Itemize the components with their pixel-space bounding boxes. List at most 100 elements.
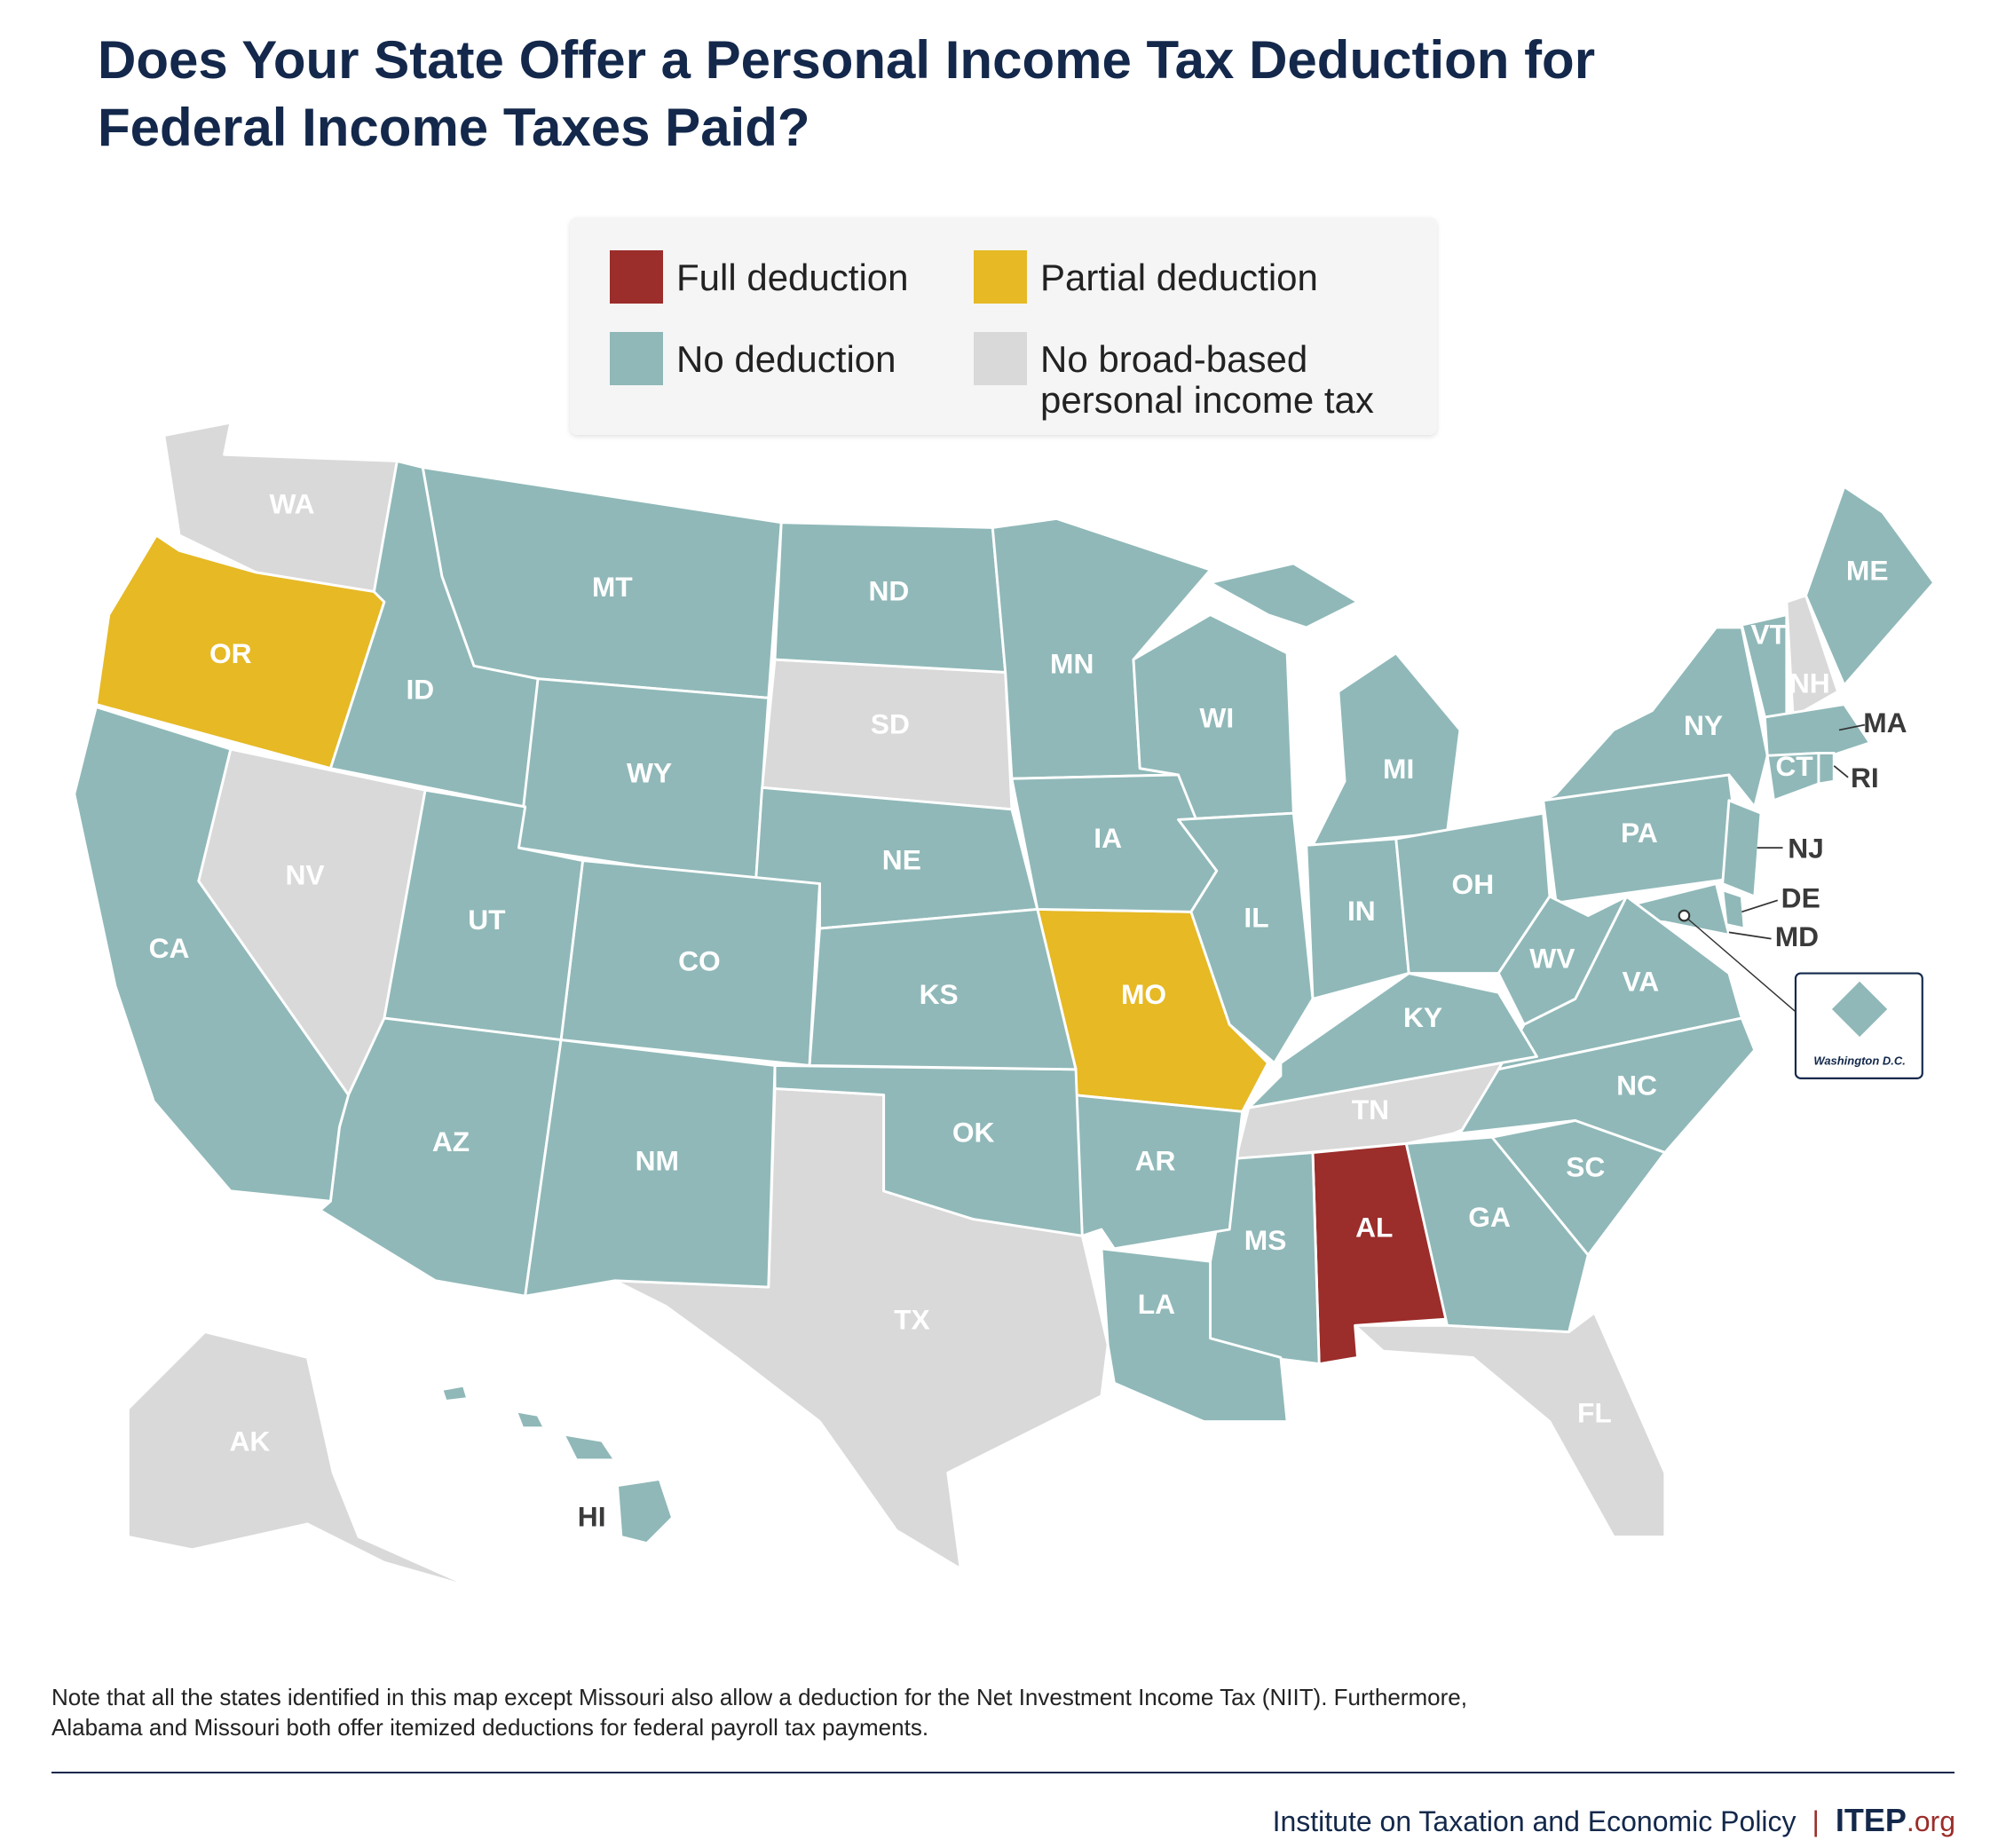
state-label: WY: [627, 756, 672, 788]
state-label: DE: [1781, 882, 1820, 914]
organization: Institute on Taxation and Economic Polic…: [1272, 1805, 1797, 1837]
note: Note that all the states identified in t…: [51, 1684, 1467, 1741]
site-suffix: .org: [1906, 1805, 1955, 1837]
dc-point: [1678, 909, 1691, 922]
legend-item: No broad-based personal income tax: [974, 332, 1418, 446]
legend-swatch: [974, 332, 1027, 385]
state-shape: [1100, 1247, 1289, 1423]
state-label: PA: [1621, 817, 1658, 849]
state-label: IN: [1347, 895, 1376, 927]
state-label: TX: [894, 1303, 930, 1335]
state-label: OK: [952, 1117, 995, 1149]
state-shape: [562, 1433, 617, 1462]
state-label: SC: [1566, 1151, 1605, 1183]
legend-item: No deduction: [610, 332, 974, 446]
state-label: WV: [1529, 943, 1575, 975]
state-label: AK: [230, 1425, 271, 1457]
state-label: HI: [578, 1501, 606, 1533]
state-shape: [1247, 972, 1538, 1110]
state-label: NY: [1684, 709, 1723, 741]
state-shape: [1721, 888, 1746, 930]
state-label: NJ: [1788, 832, 1824, 864]
legend-label: Partial deduction: [1040, 257, 1318, 298]
state-shape: [515, 1410, 546, 1430]
state-label: WA: [269, 487, 314, 519]
state-label: Washington D.C.: [1813, 1054, 1906, 1068]
state-label: IL: [1244, 901, 1268, 933]
state-label: SD: [871, 707, 910, 739]
separator: |: [1812, 1805, 1820, 1837]
footer: Institute on Taxation and Economic Polic…: [1273, 1802, 1955, 1839]
state-label: TN: [1352, 1094, 1389, 1125]
state-shape: [1828, 978, 1891, 1040]
state-label: CA: [149, 932, 190, 964]
legend-item: Partial deduction: [974, 250, 1418, 339]
state-label: IA: [1094, 822, 1122, 854]
legend: Full deduction Partial deduction No dedu…: [570, 217, 1437, 435]
state-label: CT: [1775, 750, 1813, 782]
state-label: FL: [1577, 1397, 1612, 1429]
state-shape: [1785, 594, 1839, 719]
state-shape: [73, 705, 350, 1203]
state-label: MS: [1244, 1224, 1287, 1256]
legend-swatch: [974, 250, 1027, 304]
state-shape: [1542, 626, 1769, 809]
state-label: AZ: [432, 1125, 470, 1157]
legend-swatch: [610, 250, 663, 304]
divider: [51, 1772, 1955, 1773]
title: Does Your State Offer a Personal Income …: [98, 30, 1596, 157]
state-label: OH: [1452, 868, 1495, 900]
state-shape: [1817, 751, 1836, 786]
state-label: ND: [868, 574, 909, 606]
state-label: MI: [1383, 753, 1414, 785]
state-shape: [773, 1063, 1084, 1237]
state-label: KY: [1403, 1001, 1442, 1033]
legend-label: Full deduction: [676, 257, 909, 298]
state-label: KS: [920, 978, 959, 1010]
legend-label: No broad-based personal income tax: [1040, 338, 1374, 421]
state-label: WI: [1199, 701, 1234, 733]
state-label: NM: [636, 1144, 679, 1176]
leader-lines: [1728, 723, 1866, 940]
state-label: NC: [1616, 1069, 1657, 1101]
state-label: OR: [209, 637, 252, 669]
state-label: VT: [1750, 618, 1787, 650]
state-shape: [616, 1478, 675, 1545]
state-label: AL: [1355, 1212, 1393, 1244]
state-label: RI: [1851, 762, 1879, 794]
state-shape: [1177, 811, 1315, 1064]
state-shape: [440, 1384, 470, 1402]
state-label: ID: [406, 674, 434, 706]
state-label: AR: [1135, 1144, 1176, 1176]
state-label: LA: [1138, 1288, 1175, 1320]
state-label: NH: [1789, 667, 1830, 699]
state-shape: [1354, 1311, 1667, 1538]
state-shape: [1311, 652, 1462, 847]
state-shape: [1805, 485, 1936, 687]
legend-label: No deduction: [676, 338, 896, 380]
state-label: MA: [1863, 707, 1907, 738]
state-label: MT: [592, 571, 633, 603]
state-label: NV: [285, 859, 324, 891]
state-label: GA: [1468, 1201, 1511, 1233]
state-label: CO: [678, 944, 721, 976]
site: ITEP: [1835, 1802, 1907, 1838]
state-shape: [1721, 799, 1763, 898]
state-label: UT: [468, 904, 506, 936]
state-label: MD: [1775, 920, 1819, 952]
state-shape: [126, 1331, 476, 1590]
state-label: ME: [1846, 554, 1889, 586]
state-label: VA: [1622, 965, 1659, 997]
state-shape: [1763, 703, 1872, 757]
legend-swatch: [610, 332, 663, 385]
state-shape: [1209, 562, 1359, 629]
state-shape: [524, 1039, 777, 1298]
dc-leader: [1683, 915, 1797, 1013]
state-label: MO: [1121, 978, 1166, 1010]
state-label: NE: [882, 843, 921, 875]
legend-item: Full deduction: [610, 250, 974, 339]
state-label: MN: [1050, 648, 1094, 680]
state-shape: [1404, 1135, 1590, 1333]
